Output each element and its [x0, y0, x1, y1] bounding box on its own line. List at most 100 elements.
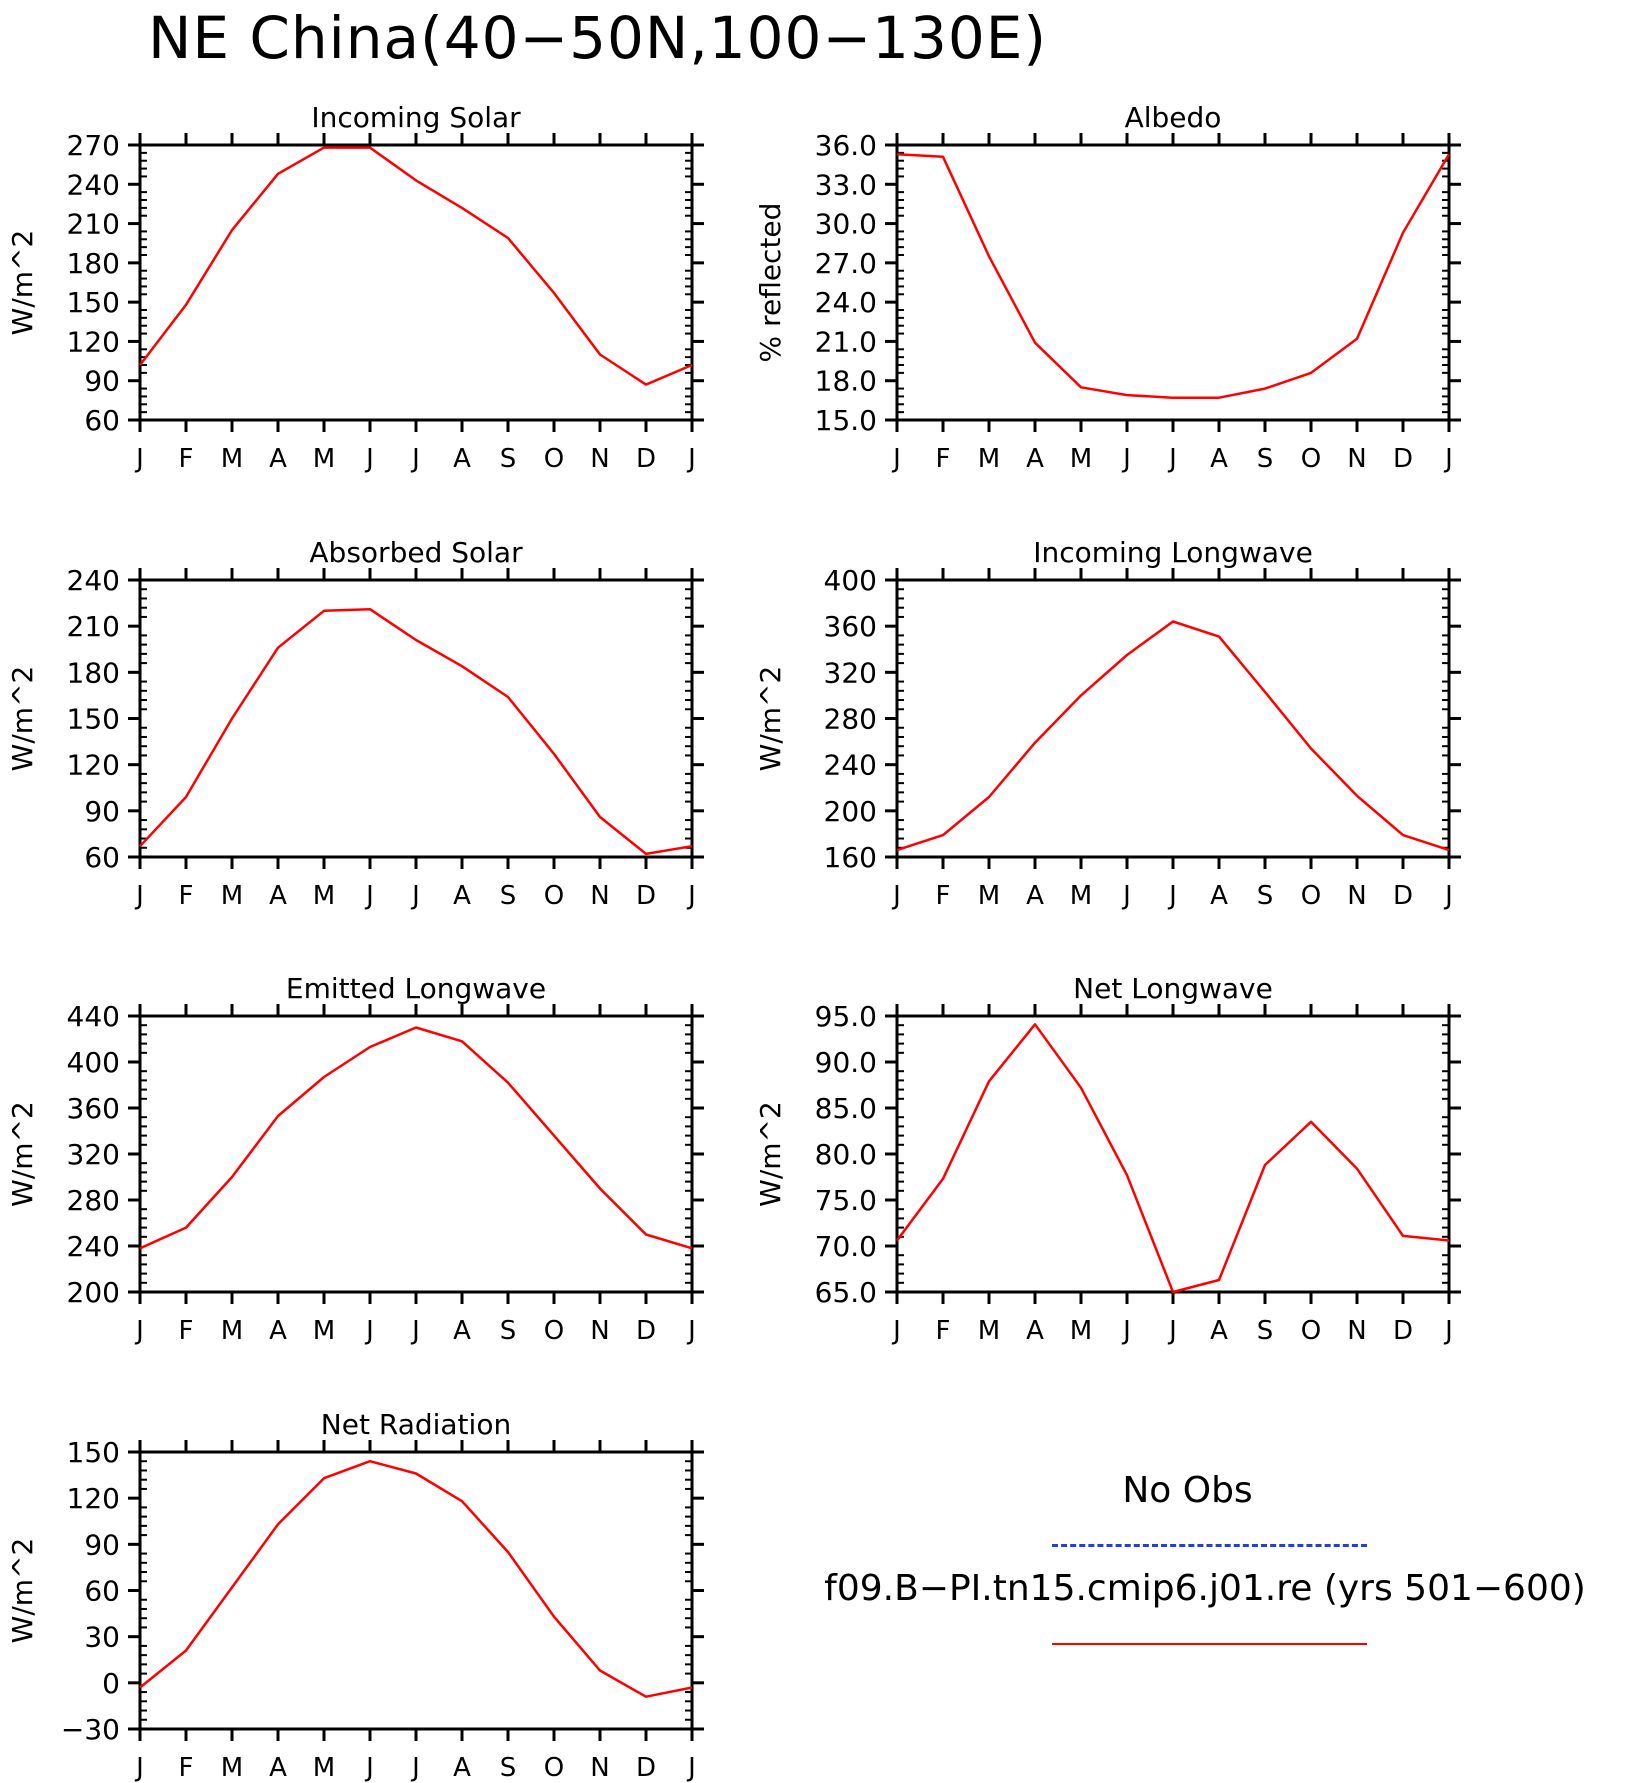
plot-frame	[895, 143, 1451, 422]
y-tick-label: 280	[67, 1184, 120, 1217]
x-tick-label: F	[936, 881, 951, 911]
y-axis-label: W/m^2	[754, 666, 787, 772]
x-tick-label: M	[1070, 444, 1092, 474]
x-tick-label: J	[410, 881, 420, 911]
x-tick-label: J	[364, 1753, 374, 1783]
series-line	[896, 152, 1451, 399]
x-tick-label: J	[1443, 444, 1453, 474]
y-tick-label: 150	[67, 286, 120, 319]
x-tick-label: J	[1443, 881, 1453, 911]
x-tick-label: M	[313, 1316, 335, 1346]
x-tick-label: O	[1301, 444, 1321, 474]
x-tick-label: A	[453, 444, 471, 474]
y-axis-label: W/m^2	[6, 230, 39, 336]
y-tick-label: 18.0	[815, 365, 877, 398]
legend-model-label: f09.B−PI.tn15.cmip6.j01.re (yrs 501−600)	[824, 1568, 1586, 1609]
figure-title: NE China(40−50N,100−130E)	[147, 4, 1048, 72]
series-line	[895, 1023, 1450, 1294]
y-tick-label: 270	[67, 129, 120, 162]
y-tick-label: 85.0	[815, 1092, 877, 1125]
series-line	[896, 620, 1450, 852]
panel-6: J F M A M J J A S O N D J65.070.075.080.085.090.095.…	[754, 972, 1461, 1346]
y-tick-label: 60	[84, 1575, 120, 1608]
y-tick-label: 120	[67, 325, 120, 358]
y-tick-label: 30	[84, 1621, 120, 1654]
x-tick-label: D	[1393, 1316, 1413, 1346]
x-tick-label: N	[590, 1316, 609, 1346]
x-tick-label: J	[134, 444, 144, 474]
x-tick-label: A	[1210, 881, 1228, 911]
x-tick-label: J	[686, 1316, 696, 1346]
y-tick-label: 180	[67, 247, 120, 280]
x-tick-label: N	[1347, 881, 1366, 911]
x-tick-label: S	[1257, 444, 1274, 474]
y-axis-label: W/m^2	[754, 1101, 787, 1207]
y-tick-label: 160	[824, 841, 877, 874]
y-tick-label: 240	[67, 564, 120, 597]
y-axis-label: % reflected	[754, 203, 787, 363]
x-tick-label: M	[221, 881, 243, 911]
x-tick-label: A	[1026, 444, 1044, 474]
panel-title: Absorbed Solar	[309, 536, 523, 569]
x-tick-label: J	[1167, 881, 1177, 911]
x-tick-label: S	[500, 1753, 517, 1783]
x-tick-label: A	[1210, 444, 1228, 474]
y-tick-label: 240	[824, 749, 877, 782]
x-tick-label: J	[1167, 1316, 1177, 1346]
x-tick-label: A	[269, 1753, 287, 1783]
y-tick-label: 120	[67, 749, 120, 782]
legend-model-line	[1052, 1643, 1367, 1645]
x-tick-label: O	[544, 1316, 564, 1346]
x-tick-label: S	[1257, 1316, 1274, 1346]
y-tick-label: 60	[84, 841, 120, 874]
x-tick-label: M	[978, 1316, 1000, 1346]
panel-3: J F M A M J J A S O N D J6090120150180210240Absorbed…	[6, 536, 704, 911]
x-tick-label: M	[1070, 1316, 1092, 1346]
x-tick-label: J	[891, 1316, 901, 1346]
y-tick-label: 320	[824, 656, 877, 689]
plot-frame	[138, 578, 694, 859]
x-tick-label: F	[936, 1316, 951, 1346]
y-tick-label: 200	[67, 1276, 120, 1309]
y-tick-label: 400	[824, 564, 877, 597]
y-tick-label: 400	[67, 1046, 120, 1079]
y-tick-label: 440	[67, 1000, 120, 1033]
x-tick-label: J	[410, 1753, 420, 1783]
panel-title: Net Longwave	[1073, 972, 1273, 1005]
x-tick-label: M	[221, 1753, 243, 1783]
plot-frame	[138, 1450, 694, 1731]
x-tick-label: D	[1393, 444, 1413, 474]
y-axis-label: W/m^2	[6, 1538, 39, 1644]
x-tick-label: A	[1026, 1316, 1044, 1346]
x-tick-label: S	[500, 1316, 517, 1346]
y-tick-label: 360	[67, 1092, 120, 1125]
y-tick-label: 320	[67, 1138, 120, 1171]
x-tick-label: J	[686, 444, 696, 474]
x-tick-label: O	[1301, 1316, 1321, 1346]
x-tick-label: M	[313, 1753, 335, 1783]
plot-frame	[138, 1014, 694, 1294]
x-tick-label: F	[179, 1316, 194, 1346]
y-tick-label: 60	[84, 404, 120, 437]
x-tick-label: A	[269, 1316, 287, 1346]
x-tick-label: A	[269, 881, 287, 911]
x-tick-label: J	[134, 881, 144, 911]
x-tick-label: J	[1121, 444, 1131, 474]
x-tick-label: A	[453, 1316, 471, 1346]
series-line	[139, 146, 693, 386]
y-tick-label: 210	[67, 610, 120, 643]
x-tick-label: M	[313, 444, 335, 474]
x-tick-label: J	[891, 881, 901, 911]
y-tick-label: 180	[67, 656, 120, 689]
x-tick-label: J	[364, 444, 374, 474]
panel-title: Emitted Longwave	[286, 972, 546, 1005]
panel-4: J F M A M J J A S O N D J160200240280320360400Incomi…	[754, 536, 1461, 911]
y-axis-label: W/m^2	[6, 1101, 39, 1207]
panel-2: J F M A M J J A S O N D J15.018.021.024.027.030.033.…	[754, 101, 1461, 474]
series-line	[139, 607, 693, 856]
x-tick-label: O	[544, 881, 564, 911]
x-tick-label: A	[453, 1753, 471, 1783]
x-tick-label: J	[364, 881, 374, 911]
x-tick-label: M	[1070, 881, 1092, 911]
